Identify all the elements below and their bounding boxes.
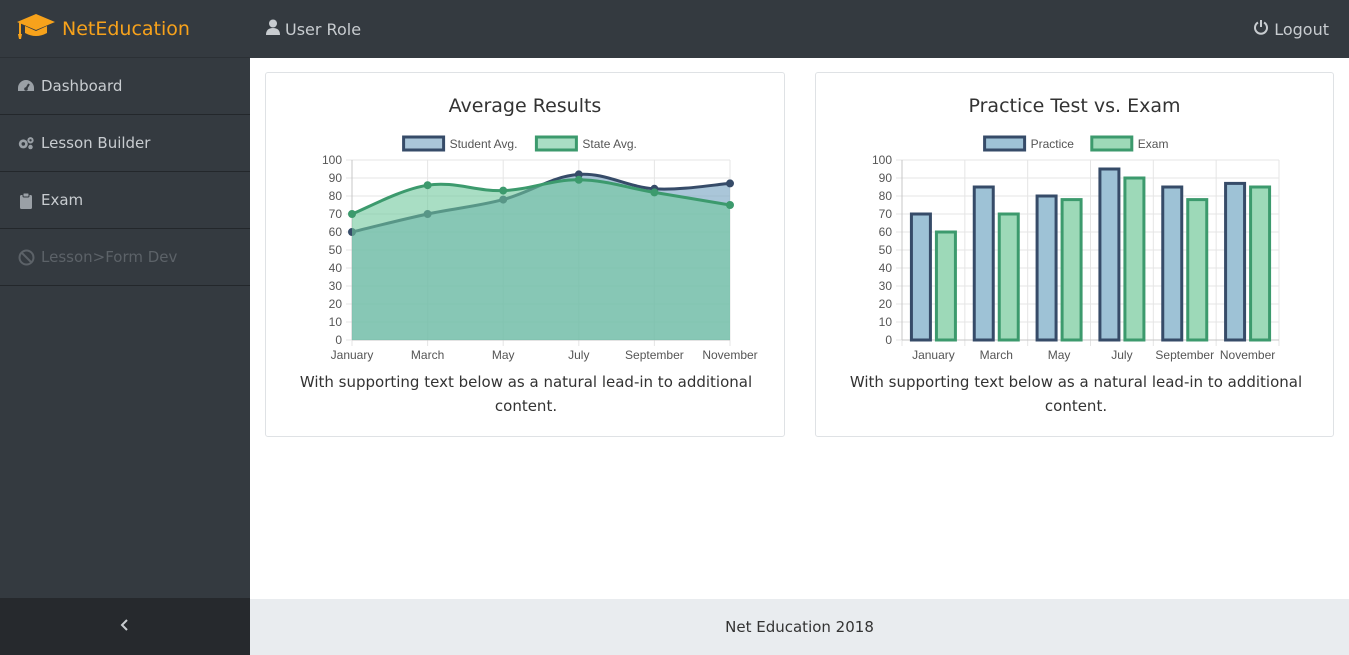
legend-label: Exam [1138, 137, 1169, 151]
legend-swatch [1090, 135, 1134, 152]
sidebar-toggle-button[interactable] [0, 598, 250, 655]
chevron-left-icon [120, 618, 130, 636]
data-point [726, 179, 734, 188]
y-tick-label: 90 [329, 171, 343, 185]
bar [997, 212, 1020, 342]
y-tick-label: 100 [322, 153, 342, 167]
x-tick-label: March [980, 348, 1013, 362]
y-tick-label: 20 [329, 297, 343, 311]
x-tick-label: January [331, 348, 374, 362]
legend-label: State Avg. [582, 137, 637, 151]
power-icon [1253, 19, 1274, 39]
bar [934, 230, 957, 342]
legend-label: Student Avg. [450, 137, 518, 151]
y-tick-label: 20 [879, 297, 893, 311]
y-tick-label: 50 [879, 243, 893, 257]
ban-icon [17, 248, 35, 266]
y-tick-label: 90 [879, 171, 893, 185]
main-content: Average Results 0 10 20 30 40 50 60 70 80 90 100 Ja… [250, 58, 1349, 599]
y-tick-label: 40 [329, 261, 343, 275]
average-results-chart: 0 10 20 30 40 50 60 70 80 90 100 January March May Jul… [322, 135, 758, 362]
card-title: Practice Test vs. Exam [968, 95, 1181, 117]
y-tick-label: 30 [329, 279, 343, 293]
average-results-card: Average Results 0 10 20 30 40 50 60 70 80 90 100 Ja… [265, 72, 785, 437]
sidebar-item-label: Lesson>Form Dev [41, 248, 178, 266]
x-tick-label: September [1155, 348, 1214, 362]
user-role-label: User Role [285, 19, 362, 39]
sidebar-item-lesson-builder[interactable]: Lesson Builder [0, 115, 250, 172]
series-line [351, 178, 731, 216]
brand-name: NetEducation [62, 17, 190, 40]
bar [1035, 194, 1058, 342]
x-tick-label: November [702, 348, 757, 362]
y-tick-label: 80 [879, 189, 893, 203]
practice-vs-exam-chart: 0 10 20 30 40 50 60 70 80 90 100 January March May Jul… [872, 135, 1280, 362]
sidebar: NetEducation Dashboard Lesson Builder Ex… [0, 0, 250, 655]
gears-icon [17, 134, 35, 152]
x-tick-label: March [411, 348, 444, 362]
practice-vs-exam-card: Practice Test vs. Exam 0 10 20 30 40 50 60 70 80… [815, 72, 1334, 437]
sidebar-item-label: Lesson Builder [41, 134, 151, 152]
card-text: With supporting text below as a natural … [299, 373, 753, 415]
bar [1249, 185, 1272, 342]
sidebar-item-dashboard[interactable]: Dashboard [0, 58, 250, 115]
data-point [650, 188, 659, 197]
y-tick-label: 70 [329, 207, 343, 221]
x-tick-label: January [912, 348, 955, 362]
brand[interactable]: NetEducation [0, 0, 250, 58]
card-text: With supporting text below as a natural … [849, 373, 1303, 415]
y-tick-label: 80 [329, 189, 343, 203]
data-point [726, 201, 734, 209]
y-tick-label: 50 [329, 243, 343, 257]
y-tick-label: 60 [329, 225, 343, 239]
data-point [348, 210, 356, 218]
y-tick-label: 10 [329, 315, 343, 329]
logout-label: Logout [1274, 19, 1329, 39]
legend-swatch [402, 135, 446, 152]
y-tick-label: 10 [879, 315, 893, 329]
y-tick-label: 30 [879, 279, 893, 293]
bar [972, 185, 995, 342]
bar [909, 212, 932, 342]
x-tick-label: July [1111, 348, 1132, 362]
graduation-cap-icon [16, 12, 56, 45]
legend-swatch [534, 135, 578, 152]
y-tick-label: 60 [879, 225, 893, 239]
data-point [423, 181, 432, 190]
footer-text: Net Education 2018 [725, 618, 874, 636]
x-tick-label: November [1220, 348, 1275, 362]
bar [1161, 185, 1184, 342]
sidebar-item-label: Dashboard [41, 77, 123, 95]
logout-button[interactable]: Logout [1253, 19, 1329, 39]
x-tick-label: September [625, 348, 684, 362]
bar [1123, 176, 1146, 342]
user-role-menu[interactable]: User Role [266, 19, 361, 39]
bar [1098, 167, 1121, 342]
y-tick-label: 40 [879, 261, 893, 275]
sidebar-item-exam[interactable]: Exam [0, 172, 250, 229]
y-tick-label: 70 [879, 207, 893, 221]
bar [1060, 198, 1083, 342]
card-title: Average Results [448, 95, 602, 117]
y-tick-label: 100 [872, 153, 892, 167]
bar [1186, 198, 1209, 342]
dashboard-icon [17, 77, 35, 95]
y-tick-label: 0 [335, 333, 342, 347]
sidebar-item-label: Exam [41, 191, 84, 209]
data-point [574, 175, 583, 184]
footer: Net Education 2018 [250, 599, 1349, 655]
legend-label: Practice [1031, 137, 1075, 151]
user-icon [266, 19, 285, 39]
data-point [499, 186, 508, 195]
x-tick-label: July [568, 348, 589, 362]
x-tick-label: May [1048, 348, 1071, 362]
bar [1224, 181, 1247, 342]
clipboard-icon [17, 191, 35, 209]
legend-swatch [983, 135, 1027, 152]
topbar: User Role Logout [250, 0, 1349, 58]
x-tick-label: May [492, 348, 515, 362]
sidebar-item-lesson-form-dev: Lesson>Form Dev [0, 229, 250, 286]
area-fill [352, 179, 730, 340]
y-tick-label: 0 [885, 333, 892, 347]
